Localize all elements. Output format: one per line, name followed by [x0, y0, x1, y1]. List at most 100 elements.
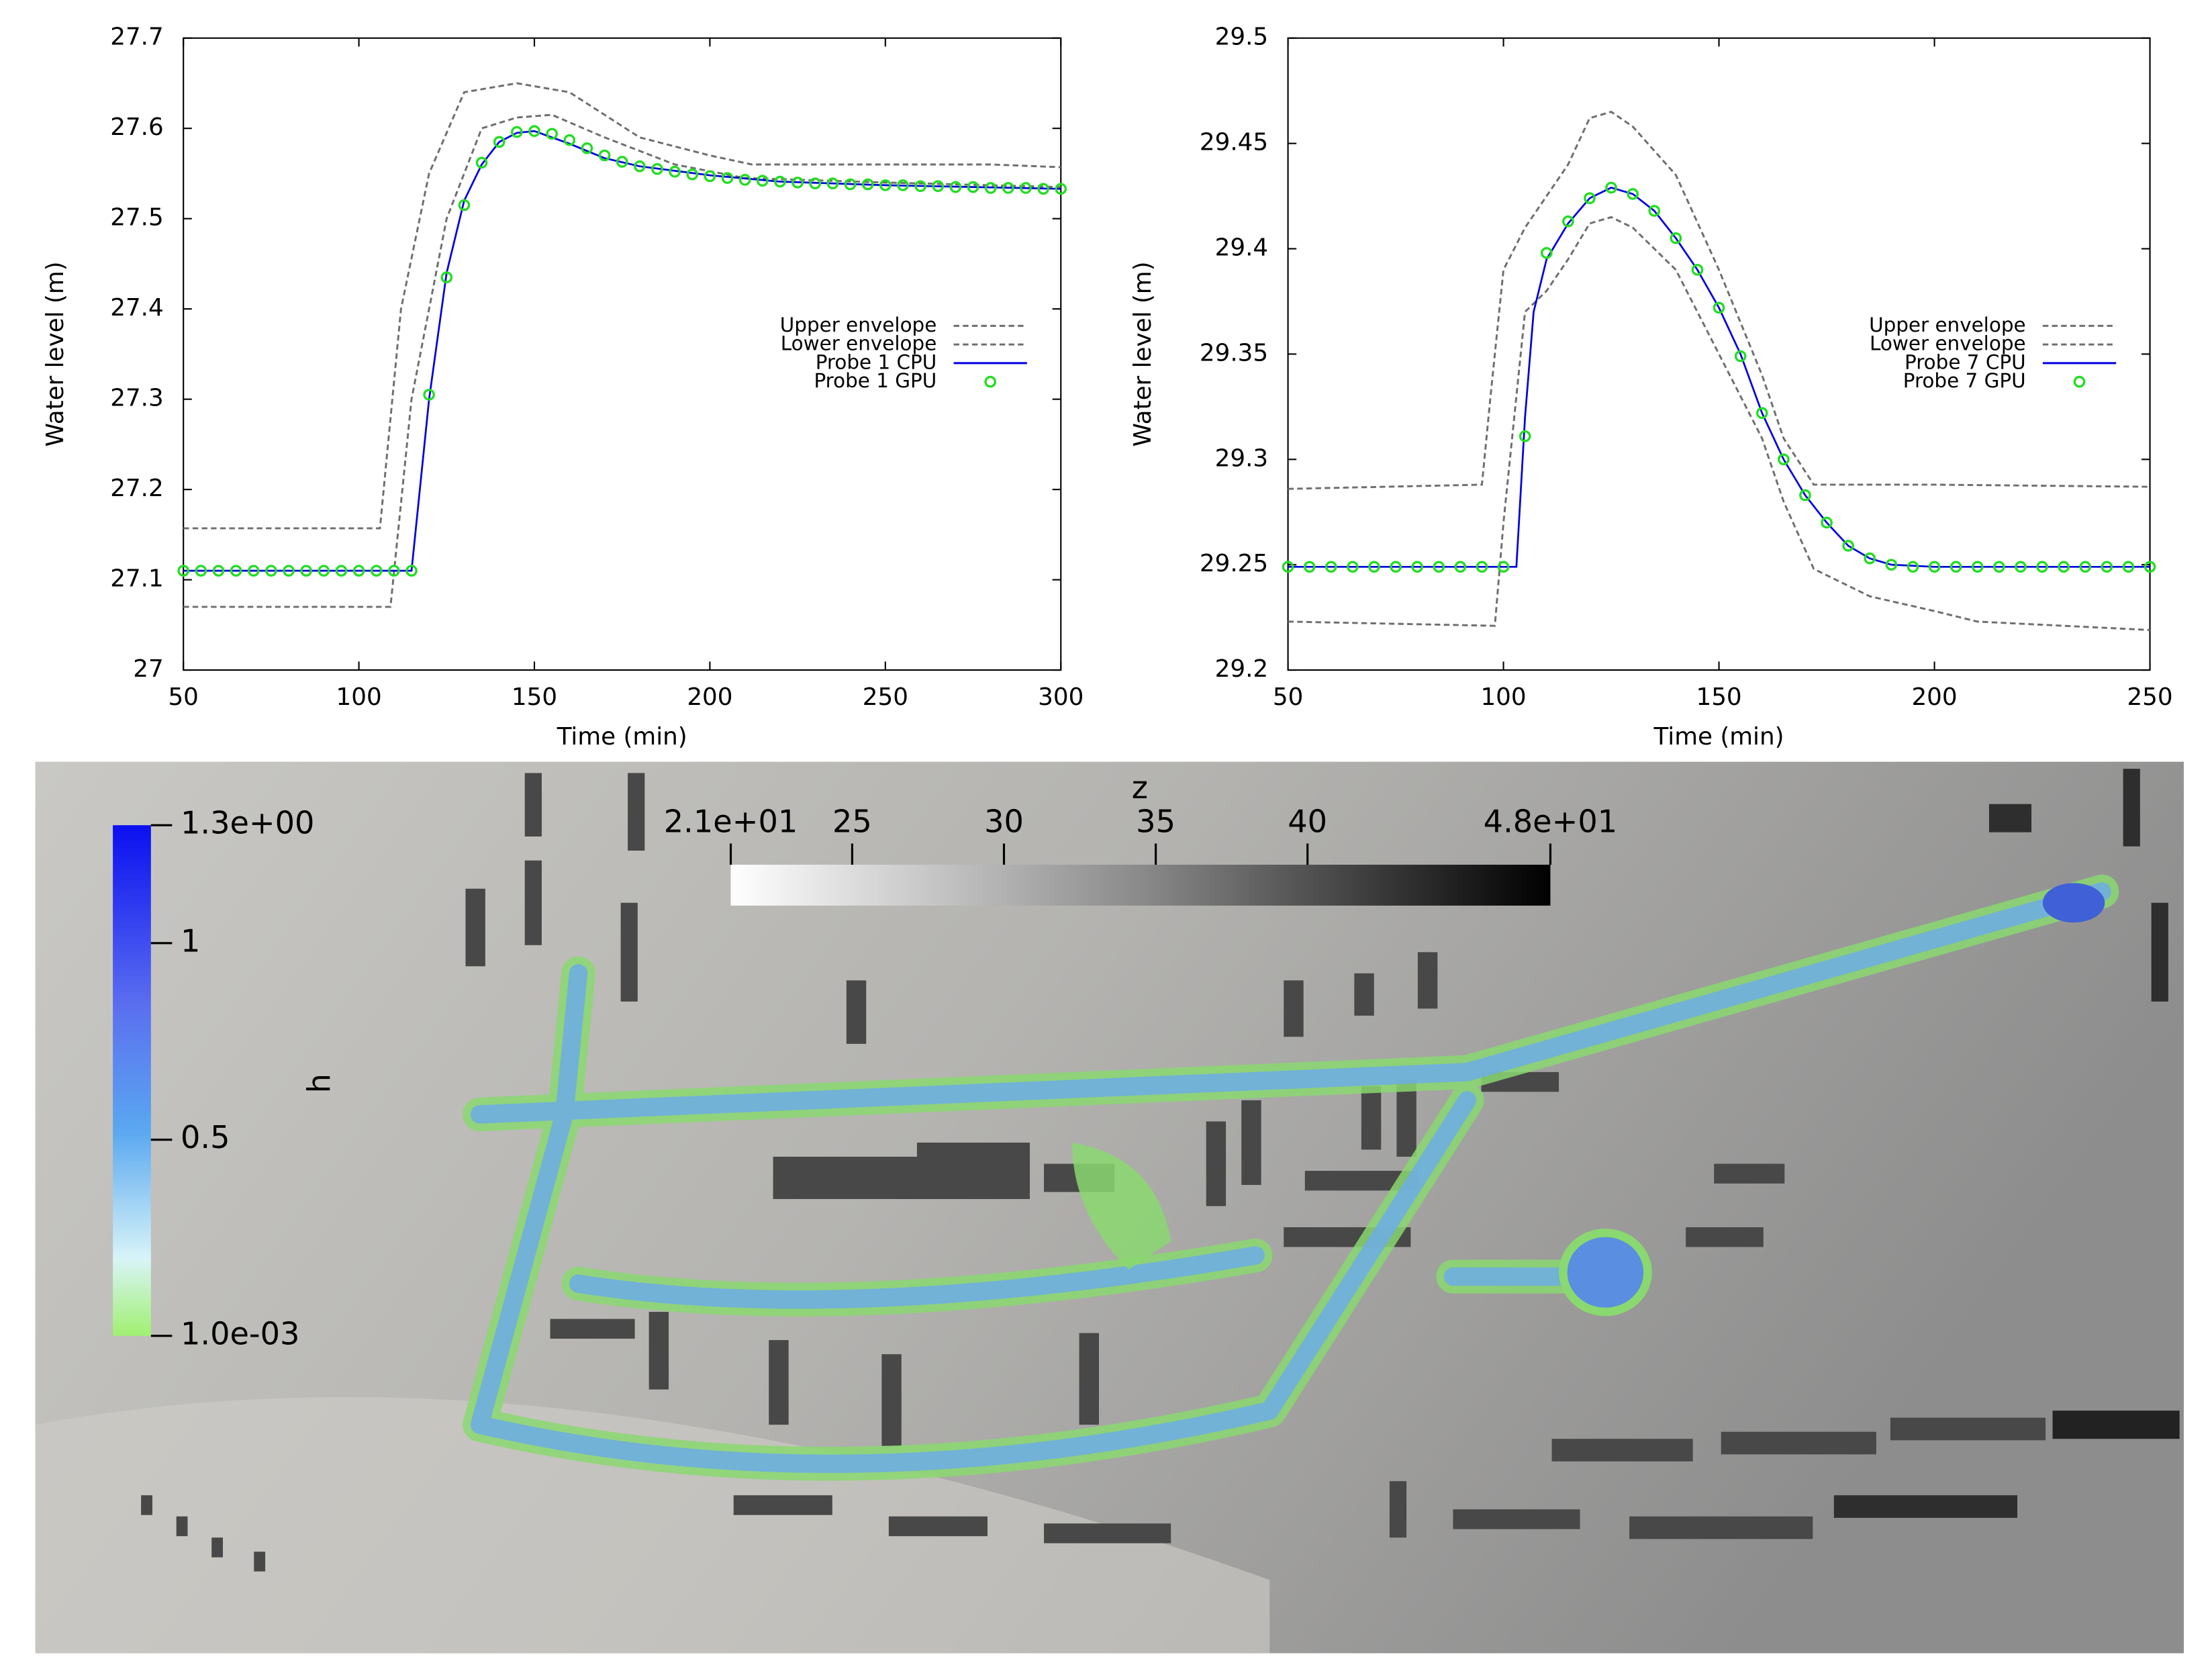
marker — [1756, 407, 1768, 420]
marker — [546, 128, 558, 140]
marker — [1454, 561, 1467, 573]
marker — [1864, 552, 1876, 565]
marker — [335, 565, 348, 577]
marker — [932, 180, 945, 193]
marker — [984, 182, 997, 194]
marker — [1562, 215, 1574, 228]
building — [1354, 973, 1374, 1016]
x-tick-label: 50 — [1273, 683, 1303, 711]
building — [141, 1495, 152, 1515]
building — [2151, 902, 2168, 1002]
building — [648, 1312, 669, 1390]
y-tick-label: 29.4 — [1215, 234, 1269, 262]
y-tick-label: 27.5 — [110, 204, 164, 232]
colorbar-tick-label: 40 — [1288, 804, 1327, 840]
colorbar-tick-label: 1.3e+00 — [181, 805, 314, 841]
marker — [826, 177, 839, 190]
z-colorbar-title: z — [1132, 769, 1148, 806]
water-pond — [1559, 1229, 1652, 1317]
legend-label: Lower envelope — [1870, 332, 2026, 355]
legend-label: Upper envelope — [780, 314, 937, 336]
marker — [1002, 182, 1014, 194]
marker — [1037, 183, 1049, 195]
building — [1890, 1417, 2046, 1441]
x-tick-label: 100 — [1480, 683, 1526, 711]
marker — [1691, 264, 1704, 276]
marker — [1627, 188, 1639, 200]
h-colorbar — [113, 825, 151, 1336]
marker — [1476, 561, 1488, 573]
x-tick-label: 50 — [168, 683, 198, 711]
building — [1396, 1079, 1416, 1157]
marker — [791, 177, 804, 189]
marker — [318, 565, 330, 577]
legend-label: Lower envelope — [781, 332, 937, 355]
chart: 29.2 29.25 29.3 29.35 29.4 29.45 29.5 50 100 150 2… — [1129, 23, 2172, 751]
marker — [511, 126, 523, 138]
colorbar-tick-label: 0.5 — [181, 1119, 230, 1155]
y-tick-label: 27.7 — [110, 23, 164, 51]
building — [846, 980, 867, 1044]
marker — [563, 134, 576, 146]
colorbar-tick-label: 1 — [181, 922, 200, 959]
marker — [1993, 561, 2005, 573]
marker — [1907, 561, 1919, 573]
y-tick-label: 27.3 — [110, 385, 164, 412]
y-tick-label: 27.4 — [110, 294, 164, 322]
marker — [493, 136, 506, 148]
x-tick-label: 100 — [336, 683, 382, 711]
building — [254, 1551, 266, 1572]
marker — [1885, 559, 1898, 571]
legend-label: Upper envelope — [1869, 314, 2026, 336]
series-line — [183, 82, 1061, 530]
marker — [686, 168, 699, 181]
building — [1417, 952, 1438, 1009]
buildings — [141, 769, 2180, 1572]
colorbar-tick-label: 4.8e+01 — [1484, 804, 1617, 840]
marker — [440, 271, 453, 283]
x-tick-label: 200 — [687, 683, 732, 711]
marker — [388, 565, 400, 577]
marker — [634, 160, 646, 173]
marker — [2015, 561, 2027, 573]
marker — [475, 156, 488, 169]
building — [888, 1516, 988, 1537]
building — [769, 1340, 789, 1425]
building — [773, 1156, 943, 1200]
x-tick-label: 150 — [1696, 683, 1741, 711]
marker — [669, 165, 681, 178]
series-line — [1288, 110, 2150, 490]
x-tick-label: 250 — [2127, 683, 2172, 711]
marker — [195, 565, 207, 577]
marker — [212, 565, 225, 577]
legend-marker — [2073, 375, 2086, 388]
marker — [1928, 561, 1941, 573]
marker — [897, 179, 909, 191]
marker — [1971, 561, 1984, 573]
y-tick-label: 29.2 — [1215, 655, 1269, 683]
marker — [1734, 350, 1747, 363]
building — [1241, 1100, 1261, 1185]
colorbar-tick-label: 2.1e+01 — [664, 804, 798, 840]
building — [620, 902, 638, 1002]
building — [211, 1537, 224, 1558]
marker — [721, 172, 734, 184]
building — [1629, 1516, 1813, 1539]
building — [524, 773, 542, 836]
building — [1389, 1481, 1407, 1538]
x-axis-label: Time (min) — [1653, 723, 1784, 751]
building — [1833, 1495, 2018, 1518]
marker — [423, 389, 435, 401]
building — [465, 888, 485, 967]
marker — [2036, 561, 2048, 573]
legend-label: Probe 7 GPU — [1903, 369, 2026, 392]
marker — [2101, 561, 2113, 573]
marker — [2058, 561, 2070, 573]
series-line — [1288, 187, 2150, 568]
colorbar-tick-label: 35 — [1136, 804, 1175, 840]
marker — [1670, 232, 1682, 244]
building — [1714, 1163, 1785, 1184]
marker — [774, 175, 786, 188]
building — [1206, 1121, 1227, 1206]
marker — [1605, 181, 1617, 194]
